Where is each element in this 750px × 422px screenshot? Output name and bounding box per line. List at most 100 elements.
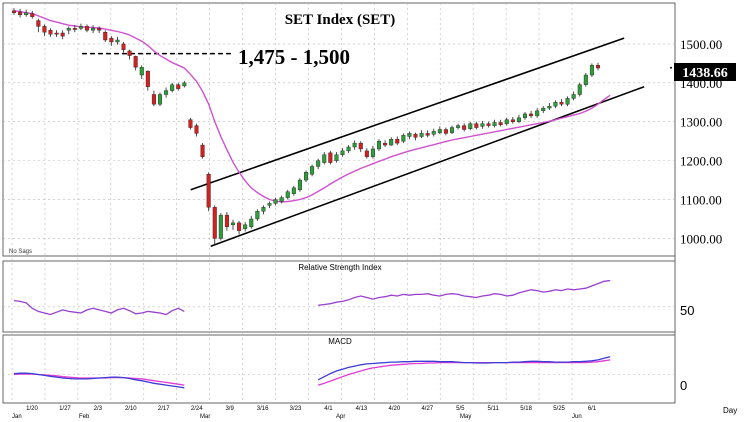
candle-body <box>36 20 41 27</box>
macd-line <box>13 356 611 389</box>
date-tick-label: 5/11 <box>488 406 500 412</box>
candle-body <box>565 98 570 105</box>
month-label: Jan <box>12 414 22 420</box>
candle-body <box>547 105 552 109</box>
candle-body <box>291 187 296 194</box>
candle-body <box>78 26 83 29</box>
candle-body <box>395 139 400 144</box>
date-tick-label: 3/9 <box>225 406 234 412</box>
macd-panel-frame <box>2 334 676 404</box>
rsi-line <box>13 279 611 316</box>
candle-body <box>316 160 321 167</box>
candle-body <box>224 214 229 227</box>
candle-body <box>529 113 534 117</box>
candle-body <box>456 125 461 128</box>
macd-tick-label: 0 <box>680 378 687 393</box>
candle-body <box>541 107 546 112</box>
candle-body <box>97 28 102 31</box>
rsi-series <box>13 279 611 316</box>
candle-body <box>206 174 211 208</box>
rsi-title: Relative Strength Index <box>298 263 381 272</box>
candle-body <box>462 125 467 130</box>
month-label: May <box>460 414 471 420</box>
candle-body <box>261 207 266 212</box>
moving-average-line <box>13 10 611 203</box>
candle-body <box>72 28 77 30</box>
date-tick-label: 4/20 <box>389 406 401 412</box>
candle-body <box>194 125 199 134</box>
candle-body <box>243 224 248 229</box>
candle-body <box>596 65 601 69</box>
candle-body <box>60 32 65 37</box>
candle-body <box>535 110 540 117</box>
candle-body <box>145 70 150 87</box>
candle-body <box>450 127 455 133</box>
candle-body <box>340 150 345 155</box>
candle-body <box>273 199 278 204</box>
candle-body <box>468 123 473 129</box>
candle-body <box>84 26 89 31</box>
candle-body <box>383 142 388 146</box>
candle-body <box>407 133 412 137</box>
candle-body <box>164 90 169 95</box>
date-tick-label: 2/10 <box>125 406 137 412</box>
candle-body <box>267 203 272 206</box>
candle-body <box>486 123 491 126</box>
grid-lines <box>3 3 675 403</box>
candle-body <box>492 122 497 126</box>
candle-body <box>370 148 375 157</box>
target-annotation: 1,475 - 1,500 <box>238 45 350 69</box>
candle-body <box>425 133 430 136</box>
candle-body <box>297 179 302 191</box>
candle-body <box>516 117 521 122</box>
date-tick-label: 3/16 <box>257 406 269 412</box>
candle-body <box>377 140 382 150</box>
candle-body <box>30 13 35 17</box>
candle-body <box>322 154 327 163</box>
candle-body <box>364 150 369 157</box>
upper-channel-line <box>190 37 625 191</box>
date-tick-label: 5/25 <box>553 406 565 412</box>
candle-body <box>401 135 406 142</box>
candle-body <box>310 166 315 175</box>
candle-body <box>230 222 235 226</box>
date-tick-label: 2/3 <box>94 406 103 412</box>
candle-body <box>103 32 108 41</box>
candle-body <box>170 84 175 91</box>
price-tick-label: 1200.00 <box>680 154 722 169</box>
candle-body <box>474 123 479 128</box>
candle-body <box>18 11 23 15</box>
last-price-label: 1438.66 <box>682 66 728 81</box>
candle-body <box>109 37 114 43</box>
candle-body <box>328 152 333 163</box>
candle-body <box>346 146 351 152</box>
candle-body <box>443 129 448 134</box>
price-tick-label: 1300.00 <box>680 115 722 130</box>
candle-body <box>157 94 162 105</box>
candle-body <box>389 139 394 146</box>
axis-labels: 1500.001400.001300.001200.001100.001000.… <box>12 37 722 420</box>
candle-body <box>115 39 120 43</box>
candle-body <box>24 12 29 15</box>
candle-body <box>523 113 528 119</box>
candle-body <box>583 74 588 85</box>
x-unit-label: Day <box>723 406 737 415</box>
candle-body <box>498 122 503 126</box>
date-tick-label: 4/1 <box>324 406 333 412</box>
candle-body <box>413 133 418 138</box>
candle-body <box>577 84 582 95</box>
lower-channel-line <box>210 85 645 247</box>
candle-body <box>589 65 594 76</box>
rsi-panel-frame <box>2 260 676 333</box>
candle-body <box>133 56 138 68</box>
candle-body <box>358 142 363 150</box>
candle-body <box>151 94 156 105</box>
candle-body <box>237 222 242 231</box>
price-tick-label: 1000.00 <box>680 231 722 246</box>
candle-body <box>182 82 187 87</box>
candle-body <box>504 119 509 124</box>
candle-body <box>218 214 223 239</box>
corner-note: No Sags <box>9 249 32 255</box>
candle-body <box>176 84 181 89</box>
